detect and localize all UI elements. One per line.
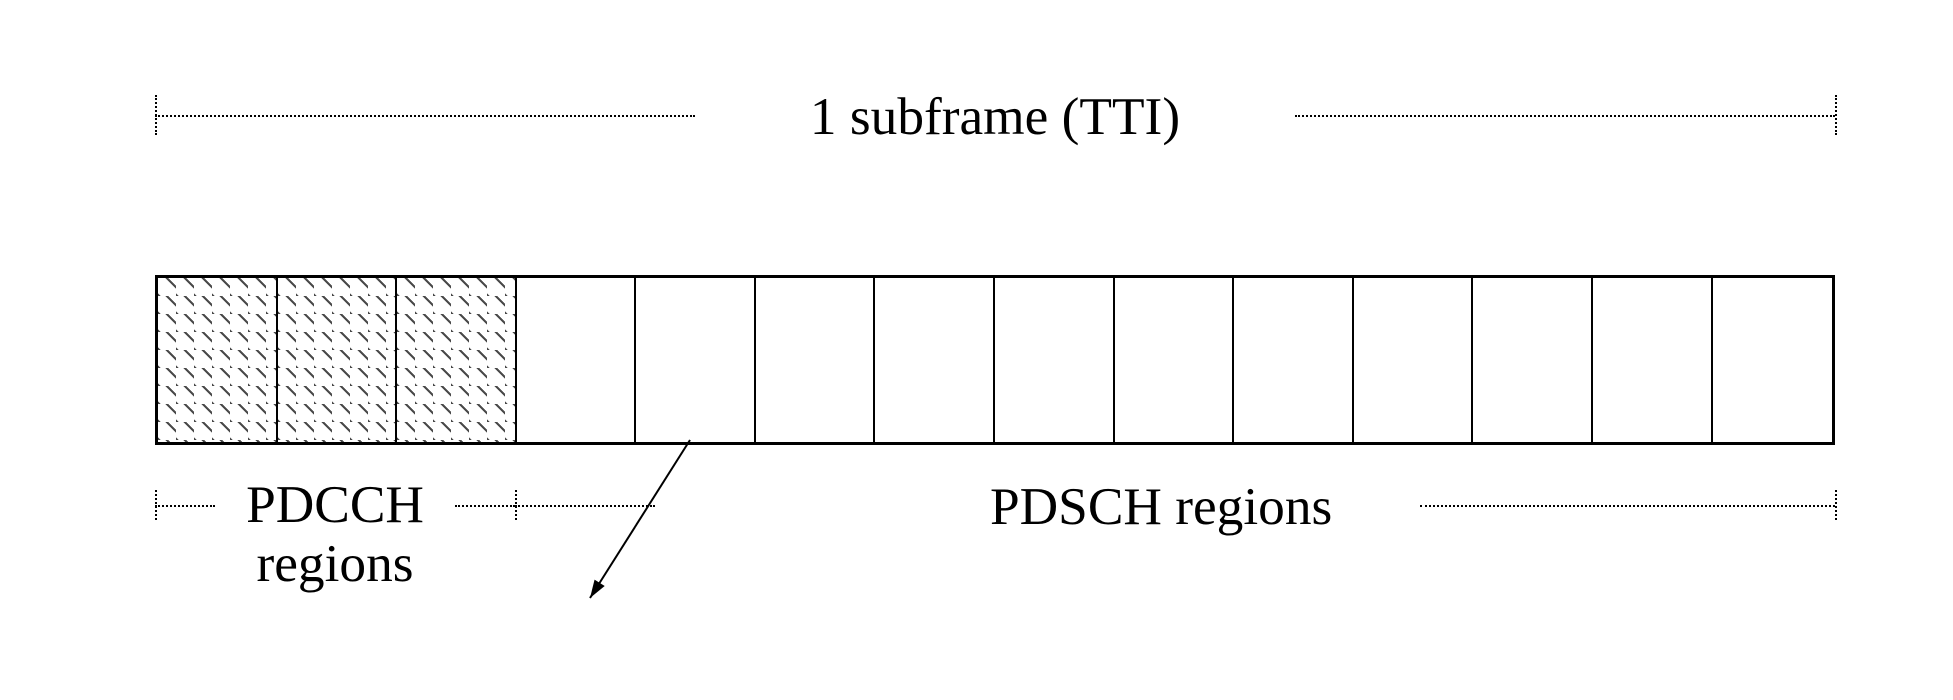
pdcch-label: PDCCHregions: [155, 475, 515, 592]
pdsch-cell: [517, 278, 637, 442]
pdsch-cell: [1713, 278, 1833, 442]
dim-top-line-right: [1295, 115, 1835, 117]
pdsch-cell: [995, 278, 1115, 442]
dim-top-line-left: [155, 115, 695, 117]
pdsch-cell: [875, 278, 995, 442]
pdsch-cell: [1115, 278, 1235, 442]
pdsch-cell: [1473, 278, 1593, 442]
pdsch-cell: [636, 278, 756, 442]
dim-pdsch-end-right: [1835, 490, 1837, 520]
pdsch-cell: [756, 278, 876, 442]
dim-pdsch-line-right: [1420, 505, 1835, 507]
pdsch-label: PDSCH regions: [990, 475, 1332, 537]
pdsch-cell: [1593, 278, 1713, 442]
dim-top-end-right: [1835, 95, 1837, 135]
pdcch-cell: [278, 278, 398, 442]
pdsch-cell: [1234, 278, 1354, 442]
subframe-cells: [155, 275, 1835, 445]
pdcch-cell: [397, 278, 517, 442]
pdcch-cell: [158, 278, 278, 442]
pointer-arrow: [570, 420, 710, 618]
subframe-label: 1 subframe (TTI): [695, 85, 1295, 147]
pdsch-cell: [1354, 278, 1474, 442]
